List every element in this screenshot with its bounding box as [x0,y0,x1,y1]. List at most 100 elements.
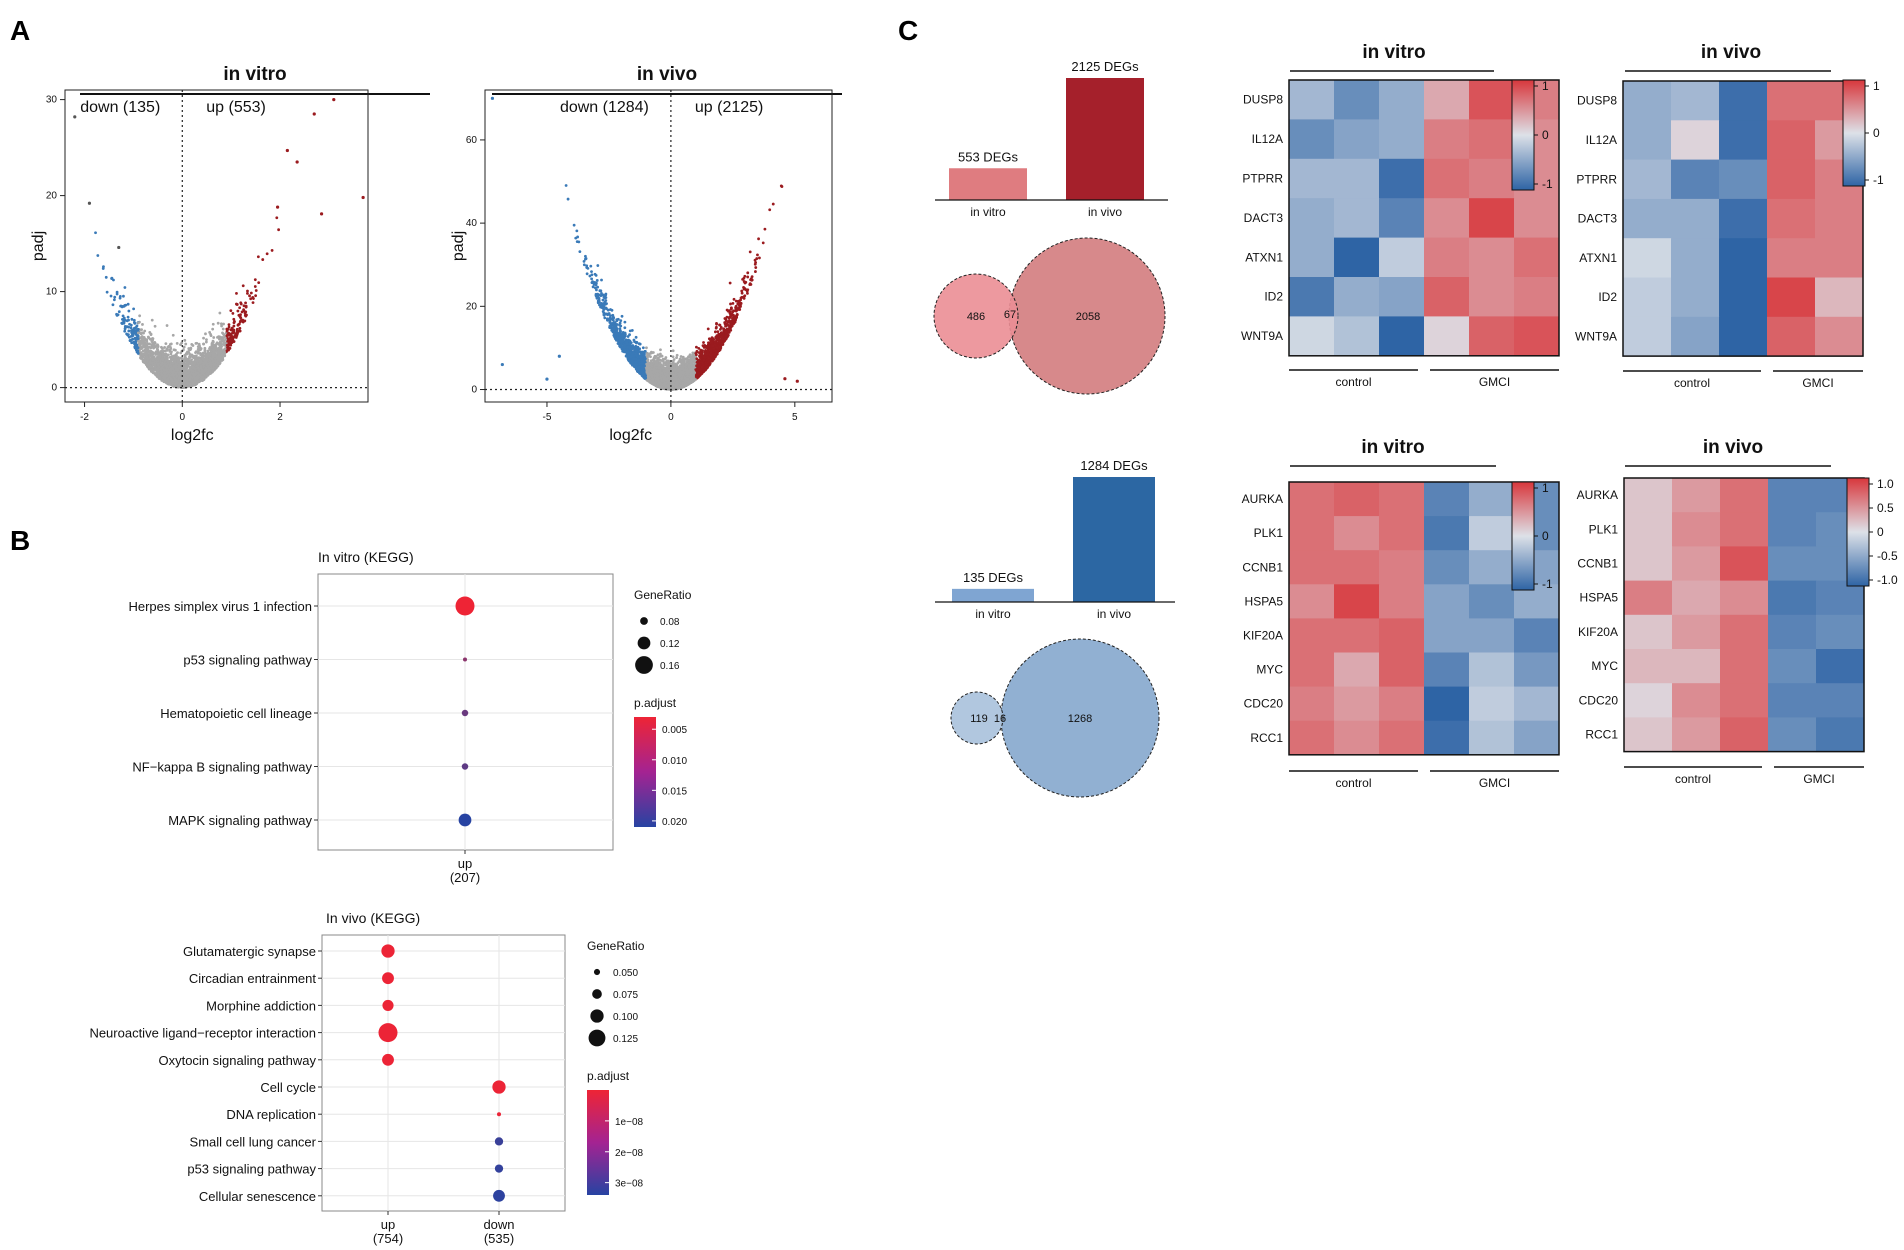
volcano-point [175,353,178,357]
volcano-point [125,319,129,323]
volcano-point [149,333,153,336]
volcano-point [734,299,738,303]
volcano-point [746,271,750,275]
volcano-point [204,357,207,360]
volcano-point [116,313,120,317]
y-tick-label: 0 [51,383,57,394]
volcano-point [196,375,200,378]
volcano-point [754,270,757,273]
plot-frame [64,89,369,403]
volcano-point [198,346,202,350]
volcano-point [244,314,248,318]
volcano-point [160,357,164,361]
volcano-point [166,360,170,364]
volcano-point [150,318,154,322]
volcano-point [211,327,215,331]
volcano-point [222,322,225,326]
volcano-point [716,330,720,333]
volcano-point [295,160,299,164]
volcano-point [218,311,222,315]
volcano-point [163,368,166,371]
volcano-point [241,284,245,288]
volcano-point [203,368,206,372]
volcano-point [184,342,188,346]
volcano-point [233,335,237,339]
volcano-point [156,345,160,349]
volcano-point [134,346,138,350]
volcano-point [725,308,729,312]
volcano-point [160,347,164,350]
volcano-point [285,148,289,153]
volcano-point [168,381,172,385]
volcano-point [213,357,217,361]
volcano-point [223,353,226,357]
volcano-point [249,297,253,301]
volcano-title: in vitro [223,64,286,85]
volcano-point [242,309,246,313]
volcano-point [188,360,192,364]
volcano-point [175,374,179,378]
volcano-point [224,338,228,341]
volcano-point [139,342,143,345]
panel-letter-a: A [10,15,30,46]
volcano-point [155,352,159,356]
volcano-point [126,315,130,319]
volcano-point [136,327,140,331]
volcano-point [163,374,167,378]
volcano-point [171,361,175,365]
volcano-point [140,328,144,332]
volcano-point [768,208,772,212]
volcano-point [202,336,205,340]
volcano-point [194,351,197,355]
volcano-point [186,375,190,378]
volcano-point [150,361,154,365]
volcano-point [197,359,200,362]
volcano-point [190,358,194,362]
volcano-point [706,327,710,331]
volcano-point [236,323,240,327]
volcano-point [220,338,224,342]
volcano-point [131,337,135,341]
volcano-point [143,358,147,362]
volcano-point [216,360,220,364]
volcano-point [134,343,138,347]
panel-letter-b: B [10,525,30,556]
volcano-point [584,254,587,258]
volcano-point [221,327,225,331]
volcano-point [153,324,157,328]
volcano-point [238,320,242,324]
volcano-point [197,356,201,360]
volcano-point [187,369,191,373]
volcano-point [141,353,145,357]
volcano-point [702,341,705,344]
volcano-points [490,96,799,391]
volcano-point [332,98,336,102]
volcano-point [148,330,152,334]
volcano-point [243,311,247,315]
volcano-point [746,275,750,279]
volcano-point [213,353,217,357]
volcano-point [204,340,208,344]
volcano-point [719,326,723,329]
volcano-point [277,228,281,232]
volcano-point [205,338,208,342]
volcano-point [195,377,199,381]
volcano-point [595,279,599,282]
volcano-point [748,250,752,254]
volcano-point [143,337,147,341]
volcano-point [251,301,255,305]
x-axis-label: log2fc [171,427,214,444]
volcano-point [149,365,153,369]
volcano-point [146,342,150,346]
volcano-point [188,377,192,381]
volcano-point [171,357,175,360]
volcano-point [169,346,172,349]
volcano-point [236,309,240,313]
volcano-point [248,294,251,298]
volcano-point [176,351,179,355]
y-tick-label: 20 [46,191,58,202]
volcano-point [174,372,178,375]
volcano-point [165,324,169,327]
volcano-point [165,349,169,352]
volcano-point [319,212,324,216]
